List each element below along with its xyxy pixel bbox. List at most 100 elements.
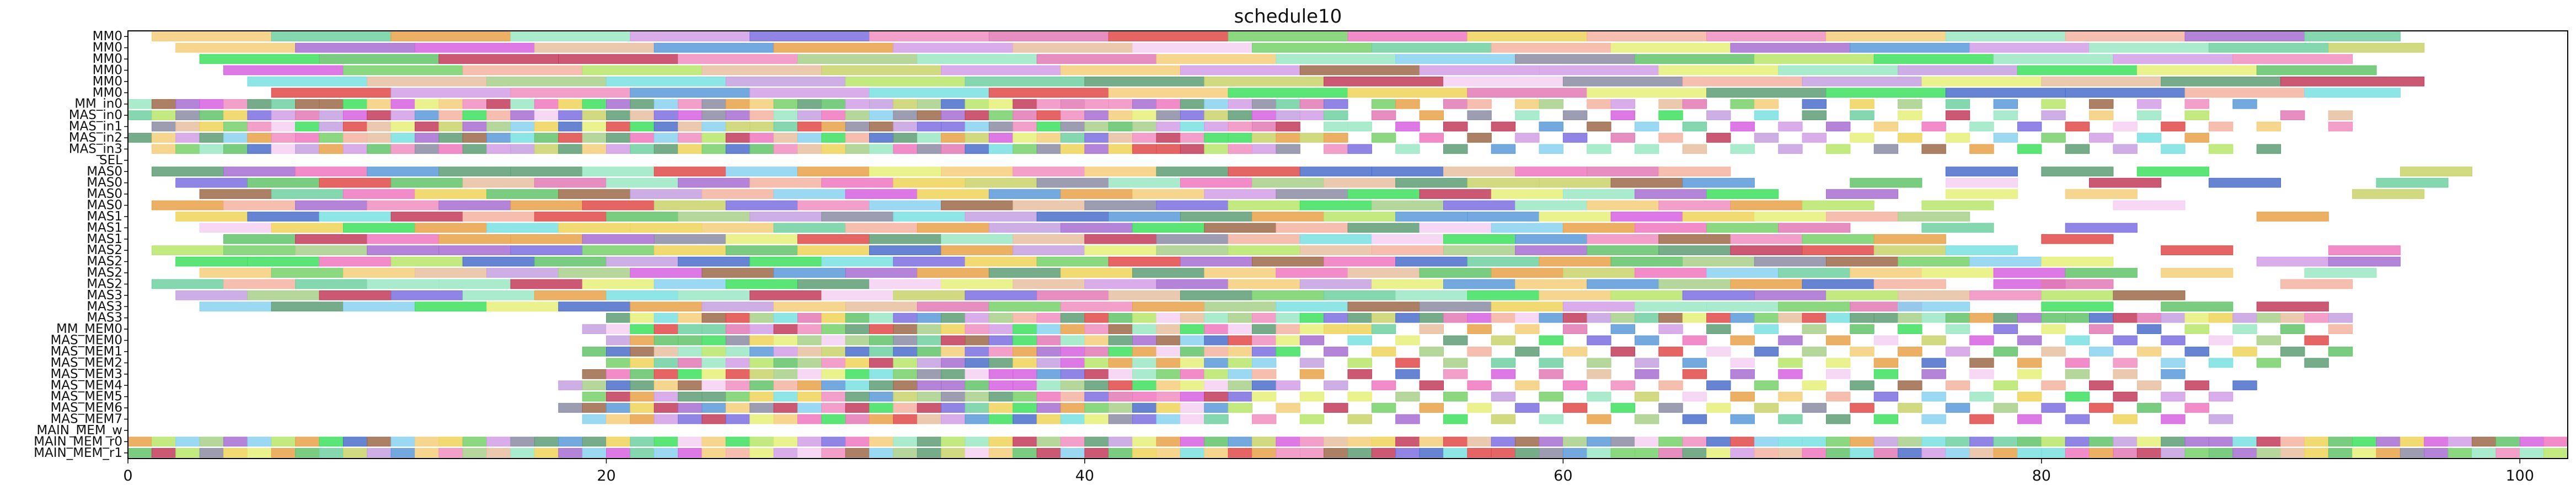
gantt-bar: [1084, 77, 1205, 87]
gantt-bar: [701, 268, 774, 278]
gantt-bar: [534, 99, 559, 109]
gantt-bar: [1635, 121, 1659, 132]
gantt-bar: [1443, 166, 1516, 177]
gantt-bar: [749, 347, 774, 357]
gantt-bar: [151, 448, 176, 458]
gantt-bar: [797, 200, 870, 211]
y-tick-label: MAS2: [87, 266, 122, 280]
gantt-bar: [1706, 403, 1731, 413]
gantt-bar: [1921, 369, 1946, 379]
gantt-bar: [1228, 88, 1348, 98]
gantt-bar: [941, 391, 966, 402]
gantt-bar: [1395, 290, 1468, 300]
gantt-bar: [893, 110, 918, 121]
gantt-bar: [630, 223, 703, 233]
gantt-bar: [2280, 279, 2353, 289]
gantt-bar: [1802, 99, 1827, 109]
x-tick-label: 20: [597, 467, 615, 484]
gantt-bar: [1347, 448, 1372, 458]
gantt-bar: [2161, 436, 2186, 447]
gantt-bar: [845, 312, 870, 323]
gantt-bar: [2256, 256, 2329, 267]
gantt-bar: [1778, 268, 1851, 278]
gantt-bar: [223, 436, 248, 447]
gantt-bar: [1156, 312, 1181, 323]
gantt-bar: [2184, 312, 2209, 323]
gantt-bar: [438, 448, 463, 458]
gantt-bar: [1802, 133, 1827, 143]
gantt-bar: [2232, 380, 2257, 391]
gantt-bar: [2328, 121, 2353, 132]
gantt-bar: [988, 312, 1014, 323]
gantt-bar: [1873, 121, 1899, 132]
gantt-bar: [510, 436, 535, 447]
gantt-bar: [1371, 279, 1444, 289]
gantt-bar: [1204, 223, 1277, 233]
gantt-bar: [965, 77, 1085, 87]
gantt-bar: [1252, 256, 1325, 267]
gantt-bar: [941, 133, 966, 143]
gantt-bar: [606, 312, 631, 323]
gantt-bar: [941, 369, 966, 379]
gantt-bar: [2136, 436, 2162, 447]
gantt-bar: [2089, 110, 2114, 121]
gantt-bar: [2161, 144, 2186, 154]
gantt-bar: [1132, 380, 1157, 391]
gantt-bar: [199, 189, 272, 199]
gantt-bar: [773, 391, 798, 402]
gantt-bar: [1515, 234, 1588, 244]
gantt-bar: [773, 312, 798, 323]
gantt-bar: [319, 54, 440, 64]
gantt-bar: [845, 414, 870, 424]
gantt-bar: [199, 144, 224, 154]
gantt-bar: [821, 324, 846, 334]
gantt-bar: [342, 65, 463, 76]
gantt-bar: [223, 144, 248, 154]
gantt-bar: [390, 144, 415, 154]
gantt-bar: [1443, 279, 1516, 289]
gantt-bar: [1371, 448, 1396, 458]
gantt-bar: [1419, 301, 1492, 312]
gantt-bar: [1730, 279, 1803, 289]
gantt-bar: [438, 133, 463, 143]
gantt-bar: [988, 391, 1014, 402]
gantt-bar: [1324, 212, 1396, 222]
gantt-bar: [869, 380, 894, 391]
gantt-bar: [869, 403, 894, 413]
gantt-bar: [1036, 436, 1062, 447]
gantt-bar: [1036, 110, 1062, 121]
gantt-bar: [988, 448, 1014, 458]
gantt-bar: [869, 144, 894, 154]
gantt-bar: [869, 121, 894, 132]
gantt-bar: [1084, 99, 1109, 109]
gantt-bar: [558, 54, 679, 64]
gantt-bar: [2089, 324, 2114, 334]
gantt-bar: [1084, 380, 1109, 391]
gantt-bar: [438, 144, 463, 154]
gantt-bar: [342, 133, 368, 143]
gantt-bar: [1658, 324, 1683, 334]
gantt-bar: [1228, 380, 1253, 391]
gantt-bar: [917, 380, 942, 391]
gantt-bar: [725, 99, 751, 109]
gantt-bar: [1658, 65, 1779, 76]
gantt-bar: [845, 144, 870, 154]
y-tick-label: MM0: [93, 52, 122, 66]
gantt-bar: [749, 358, 774, 368]
gantt-bar: [988, 403, 1014, 413]
gantt-bar: [295, 245, 368, 255]
gantt-bar: [821, 133, 846, 143]
gantt-bar: [606, 99, 631, 109]
gantt-bar: [1013, 391, 1037, 402]
gantt-bar: [1658, 99, 1683, 109]
gantt-bar: [1036, 324, 1062, 334]
gantt-bar: [1754, 110, 1779, 121]
gantt-bar: [462, 110, 488, 121]
gantt-bar: [1108, 290, 1181, 300]
gantt-bar: [1826, 358, 1851, 368]
gantt-bar: [1013, 144, 1037, 154]
gantt-bar: [2017, 144, 2042, 154]
gantt-bar: [654, 436, 679, 447]
gantt-bar: [1156, 234, 1229, 244]
gantt-bar: [749, 256, 822, 267]
